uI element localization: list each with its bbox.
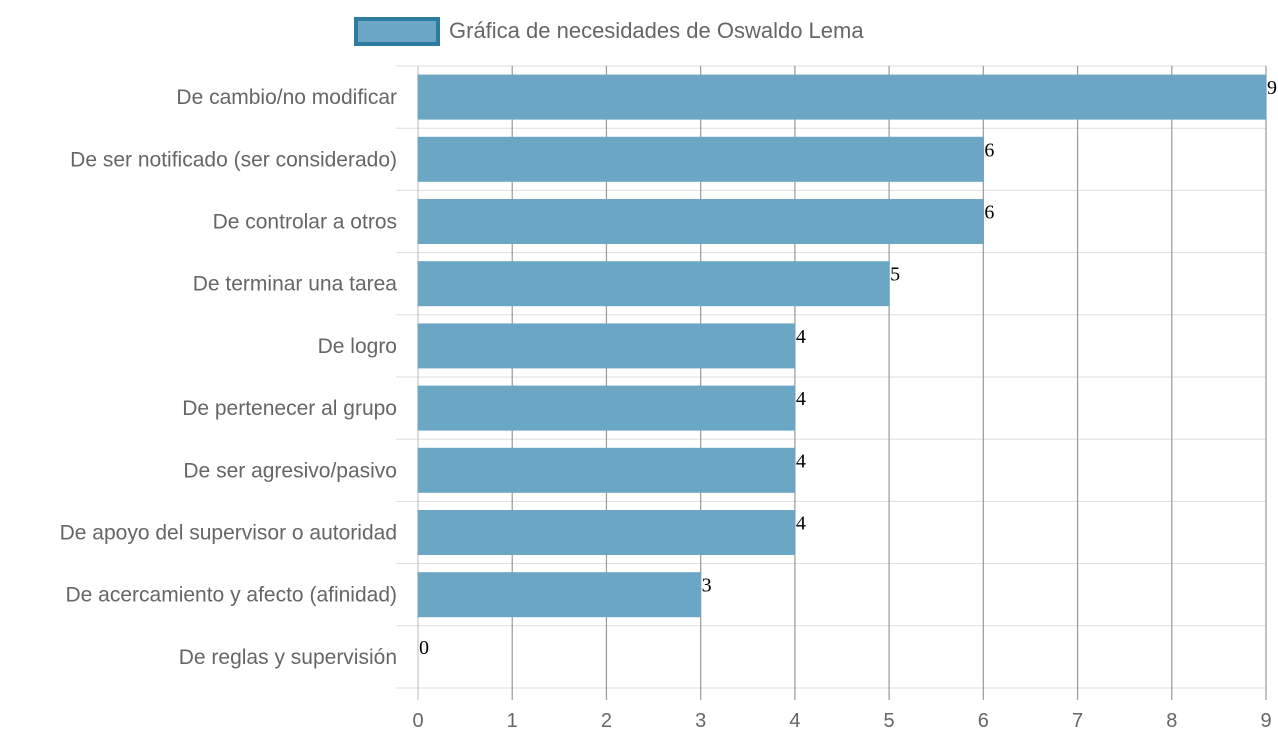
bar[interactable] (417, 261, 890, 307)
x-tick-label: 7 (1072, 710, 1083, 732)
bar[interactable] (417, 199, 984, 244)
category-label: De cambio/no modificar (176, 86, 397, 109)
category-label: De controlar a otros (213, 211, 397, 234)
bars (417, 74, 1267, 618)
category-label: De logro (318, 335, 397, 358)
data-label: 9 (1267, 77, 1277, 99)
data-label: 5 (890, 264, 900, 286)
x-tick-label: 4 (789, 710, 800, 732)
data-label: 4 (796, 450, 806, 472)
data-label: 0 (419, 637, 429, 659)
bar[interactable] (417, 572, 702, 618)
bar[interactable] (417, 136, 984, 182)
data-label: 4 (796, 513, 806, 535)
x-tick-label: 5 (884, 710, 895, 732)
x-tick-label: 6 (978, 710, 989, 732)
category-label: De reglas y supervisión (179, 646, 397, 669)
x-tick-label: 2 (601, 710, 612, 732)
data-label: 6 (984, 202, 994, 224)
x-tick-label: 0 (412, 710, 423, 732)
legend-swatch (354, 17, 440, 46)
category-label: De terminar una tarea (193, 273, 398, 296)
data-label: 6 (984, 139, 994, 161)
bar[interactable] (417, 385, 796, 431)
category-label: De acercamiento y afecto (afinidad) (66, 584, 398, 607)
category-label: De apoyo del supervisor o autoridad (60, 522, 397, 545)
x-tick-label: 3 (695, 710, 706, 732)
x-tick-label: 9 (1260, 710, 1271, 732)
data-label: 4 (796, 388, 806, 410)
bar[interactable] (417, 74, 1267, 120)
legend-label: Gráfica de necesidades de Oswaldo Lema (449, 18, 864, 43)
bar[interactable] (417, 323, 796, 369)
category-label: De ser notificado (ser considerado) (70, 148, 397, 171)
bar[interactable] (417, 510, 796, 555)
category-label: De ser agresivo/pasivo (183, 459, 397, 482)
x-tick-label: 1 (507, 710, 518, 732)
category-label: De pertenecer al grupo (182, 397, 397, 420)
legend[interactable]: Gráfica de necesidades de Oswaldo Lema (354, 17, 864, 46)
data-label: 4 (796, 326, 806, 348)
data-label: 3 (702, 575, 712, 597)
labels: 0 1 2 3 4 5 6 7 8 9 De cambio/no modificar 9 De ser … (60, 77, 1277, 732)
x-tick-label: 8 (1166, 710, 1177, 732)
bar[interactable] (417, 447, 796, 493)
